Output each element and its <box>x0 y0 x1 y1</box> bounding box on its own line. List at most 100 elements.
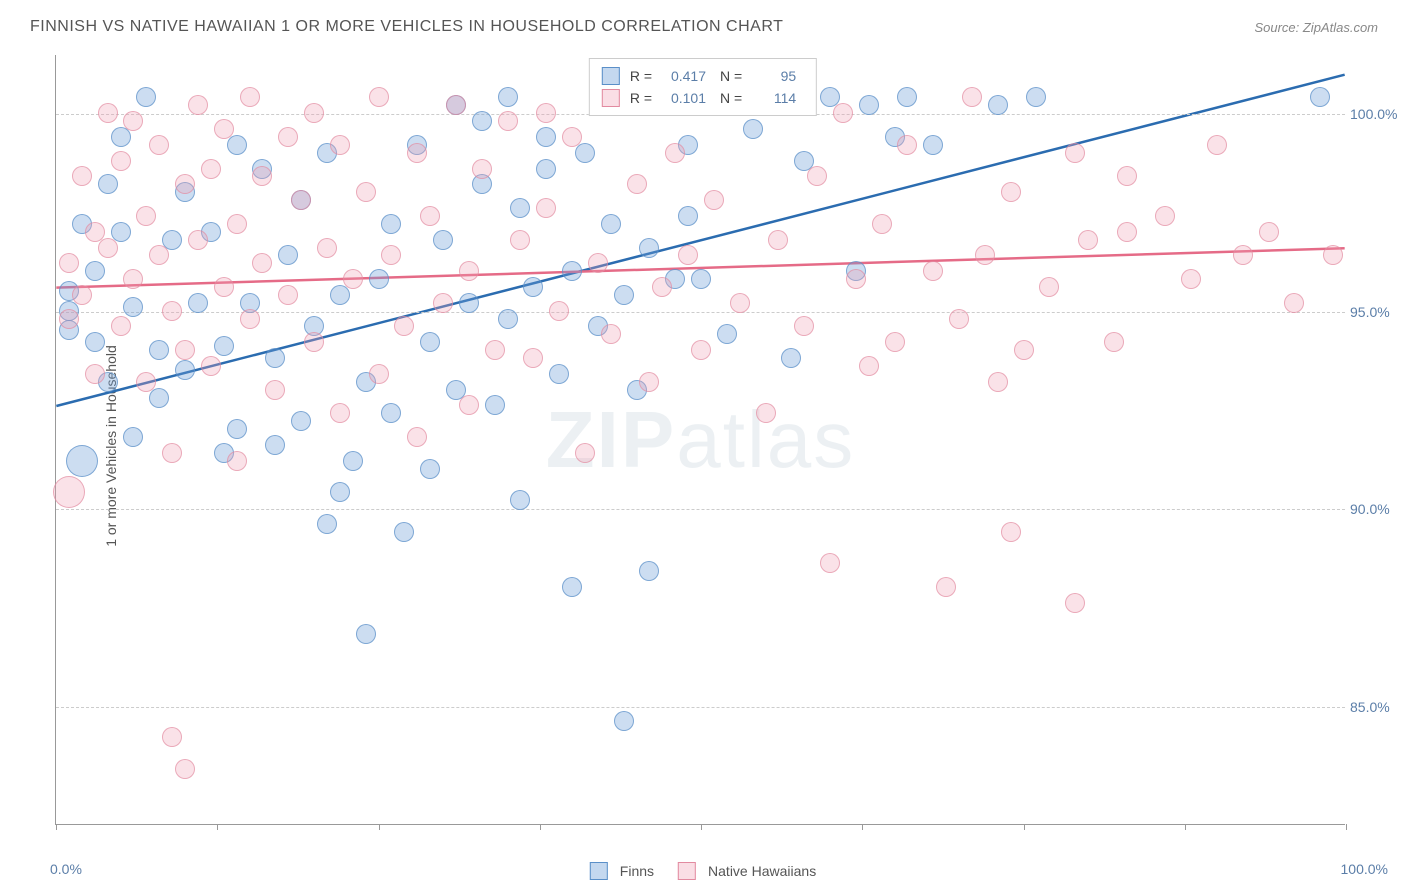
scatter-point <box>85 261 105 281</box>
chart-title: FINNISH VS NATIVE HAWAIIAN 1 OR MORE VEH… <box>30 18 783 36</box>
scatter-point <box>175 759 195 779</box>
scatter-point <box>923 135 943 155</box>
x-tick <box>379 824 380 830</box>
scatter-point <box>562 577 582 597</box>
watermark: ZIPatlas <box>546 394 855 486</box>
scatter-point <box>123 427 143 447</box>
swatch-blue-icon <box>602 67 620 85</box>
gridline-h <box>56 509 1345 510</box>
scatter-point <box>536 127 556 147</box>
scatter-point <box>575 443 595 463</box>
scatter-point <box>381 403 401 423</box>
scatter-point <box>59 309 79 329</box>
scatter-point <box>601 324 621 344</box>
scatter-point <box>562 261 582 281</box>
scatter-point <box>549 301 569 321</box>
scatter-point <box>768 230 788 250</box>
scatter-point <box>807 166 827 186</box>
scatter-point <box>227 214 247 234</box>
scatter-point <box>252 166 272 186</box>
scatter-point <box>252 253 272 273</box>
scatter-point <box>536 159 556 179</box>
scatter-point <box>214 119 234 139</box>
scatter-point <box>639 561 659 581</box>
scatter-point <box>240 87 260 107</box>
scatter-point <box>356 182 376 202</box>
gridline-h <box>56 707 1345 708</box>
scatter-point <box>201 356 221 376</box>
scatter-point <box>1117 222 1137 242</box>
scatter-point <box>59 253 79 273</box>
scatter-point <box>149 135 169 155</box>
scatter-point <box>588 253 608 273</box>
scatter-point <box>1233 245 1253 265</box>
scatter-point <box>278 245 298 265</box>
scatter-point <box>1065 143 1085 163</box>
n-label: N = <box>720 87 742 109</box>
scatter-point <box>214 277 234 297</box>
scatter-point <box>730 293 750 313</box>
scatter-point <box>691 340 711 360</box>
watermark-zip: ZIP <box>546 395 676 484</box>
scatter-point <box>136 206 156 226</box>
scatter-point <box>833 103 853 123</box>
scatter-point <box>975 245 995 265</box>
scatter-point <box>846 269 866 289</box>
scatter-point <box>291 411 311 431</box>
scatter-point <box>149 245 169 265</box>
scatter-point <box>111 127 131 147</box>
scatter-point <box>601 214 621 234</box>
x-tick <box>217 824 218 830</box>
scatter-point <box>923 261 943 281</box>
r-label: R = <box>630 65 652 87</box>
scatter-point <box>472 111 492 131</box>
correlation-legend: R = 0.417 N = 95 R = 0.101 N = 114 <box>589 58 817 116</box>
scatter-point <box>72 166 92 186</box>
scatter-point <box>859 95 879 115</box>
scatter-point <box>188 293 208 313</box>
scatter-point <box>98 174 118 194</box>
scatter-point <box>510 198 530 218</box>
scatter-point <box>936 577 956 597</box>
scatter-point <box>111 316 131 336</box>
scatter-point <box>1039 277 1059 297</box>
scatter-point <box>678 245 698 265</box>
scatter-point <box>420 206 440 226</box>
scatter-point <box>498 111 518 131</box>
legend-row-hawaiians: R = 0.101 N = 114 <box>602 87 804 109</box>
scatter-point <box>98 103 118 123</box>
r-label: R = <box>630 87 652 109</box>
scatter-point <box>304 332 324 352</box>
scatter-point <box>1001 182 1021 202</box>
scatter-point <box>627 174 647 194</box>
scatter-point <box>510 490 530 510</box>
scatter-point <box>614 711 634 731</box>
scatter-point <box>859 356 879 376</box>
scatter-point <box>369 269 389 289</box>
scatter-point <box>1117 166 1137 186</box>
scatter-point <box>111 151 131 171</box>
scatter-point <box>472 159 492 179</box>
scatter-point <box>498 87 518 107</box>
scatter-point <box>704 190 724 210</box>
scatter-point <box>1310 87 1330 107</box>
x-tick <box>540 824 541 830</box>
scatter-point <box>897 135 917 155</box>
scatter-point <box>446 95 466 115</box>
scatter-point <box>278 127 298 147</box>
n-label: N = <box>720 65 742 87</box>
scatter-point <box>1207 135 1227 155</box>
legend-item-finns: Finns <box>590 862 654 880</box>
scatter-point <box>291 190 311 210</box>
scatter-point <box>123 297 143 317</box>
scatter-point <box>1026 87 1046 107</box>
scatter-point <box>227 451 247 471</box>
scatter-point <box>394 316 414 336</box>
scatter-point <box>162 301 182 321</box>
scatter-point <box>149 388 169 408</box>
y-tick-label: 95.0% <box>1350 304 1405 320</box>
legend-row-finns: R = 0.417 N = 95 <box>602 65 804 87</box>
trendlines-svg <box>56 55 1345 824</box>
scatter-point <box>136 372 156 392</box>
scatter-point <box>459 261 479 281</box>
